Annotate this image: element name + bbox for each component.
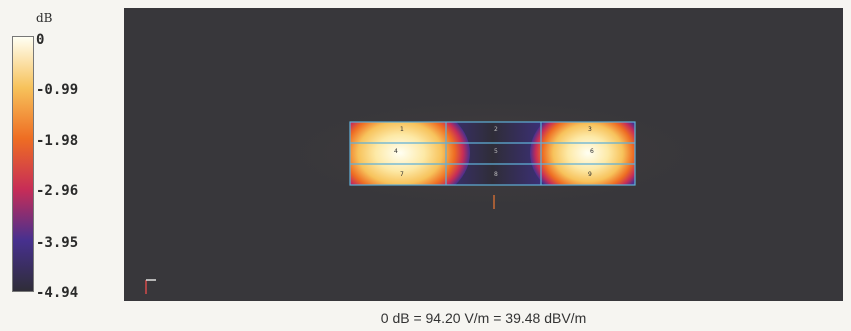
grid-label-2: 2 <box>494 126 498 133</box>
legend-tick-0: 0 <box>36 32 45 48</box>
legend-tick-2: -1.98 <box>36 133 79 149</box>
legend-unit: dB <box>36 11 53 25</box>
axis-indicator-icon <box>145 279 156 294</box>
grid-label-6: 6 <box>590 148 594 155</box>
legend-tick-5: -4.94 <box>36 285 79 301</box>
legend-tick-1: -0.99 <box>36 82 79 98</box>
field-plot: 1 2 3 4 5 6 7 8 9 <box>124 8 843 301</box>
grid-label-1: 1 <box>400 126 404 133</box>
grid-label-9: 9 <box>588 171 592 178</box>
grid-label-5: 5 <box>494 148 498 155</box>
field-heatmap <box>350 122 635 185</box>
measurement-grid <box>349 121 636 186</box>
grid-label-7: 7 <box>400 171 404 178</box>
color-legend: dB 0 -0.99 -1.98 -2.96 -3.95 -4.94 <box>0 0 120 300</box>
grid-label-8: 8 <box>494 171 498 178</box>
grid-label-4: 4 <box>394 148 398 155</box>
colorbar <box>12 36 34 292</box>
legend-tick-4: -3.95 <box>36 235 79 251</box>
legend-tick-3: -2.96 <box>36 183 79 199</box>
field-map-svg: 1 2 3 4 5 6 7 8 9 <box>145 93 722 294</box>
grid-labels: 1 2 3 4 5 6 7 8 9 <box>394 126 594 178</box>
grid-label-3: 3 <box>588 126 592 133</box>
reference-caption: 0 dB = 94.20 V/m = 39.48 dBV/m <box>380 310 587 326</box>
